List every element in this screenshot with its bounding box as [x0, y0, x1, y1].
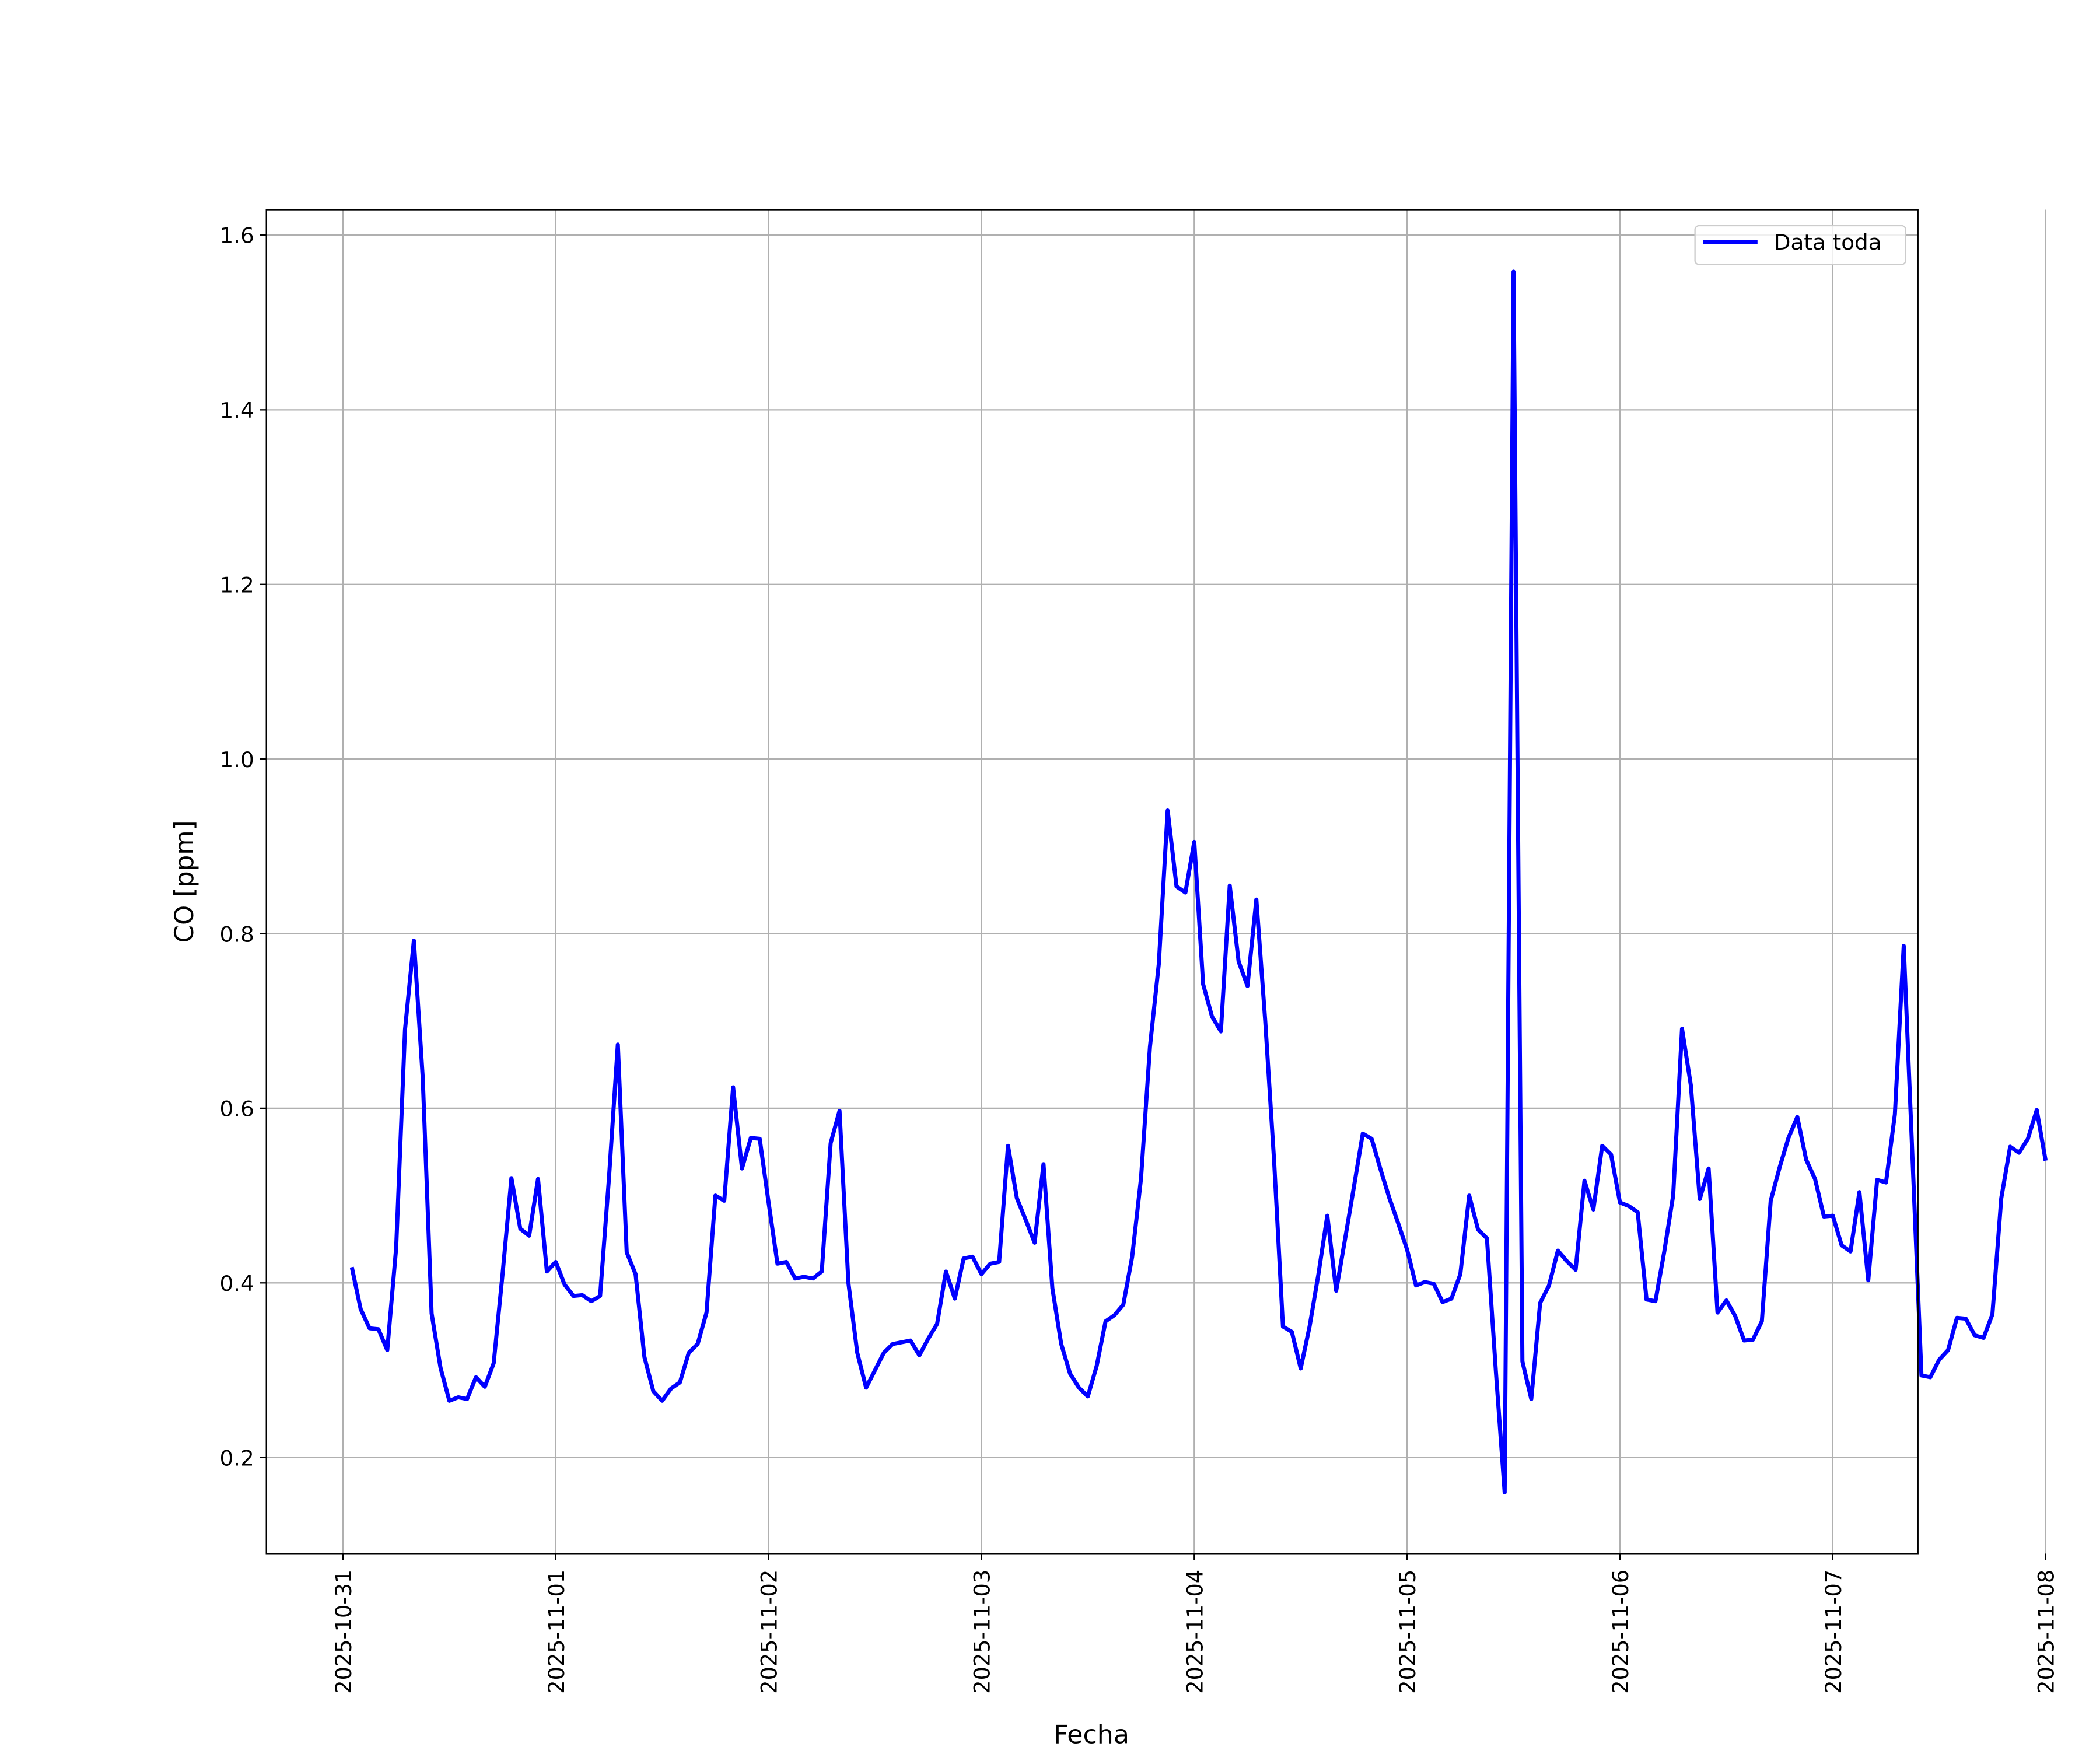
x-axis-label: Fecha [1054, 1720, 1129, 1750]
x-tick-label: 2025-11-03 [970, 1570, 995, 1694]
x-tick-label: 2025-11-04 [1182, 1570, 1208, 1694]
y-tick-label: 0.4 [219, 1271, 254, 1296]
axes-frame [265, 209, 1919, 1555]
y-tick-label: 1.4 [219, 398, 254, 423]
x-tick-label: 2025-11-02 [757, 1570, 782, 1694]
x-tick-label: 2025-10-31 [331, 1570, 356, 1694]
y-tick-label: 1.0 [219, 747, 254, 772]
y-axis-label: CO [ppm] [170, 820, 200, 943]
x-tick-label: 2025-11-05 [1395, 1570, 1420, 1694]
y-tick-label: 0.2 [219, 1446, 254, 1471]
legend-box [1694, 225, 1906, 265]
x-tick-label: 2025-11-07 [1821, 1570, 1846, 1694]
x-tick-label: 2025-11-08 [2034, 1570, 2059, 1694]
y-tick-label: 1.2 [219, 573, 254, 598]
y-tick-label: 0.8 [219, 922, 254, 947]
y-tick-label: 0.6 [219, 1097, 254, 1122]
legend-label: Data toda [1774, 230, 1882, 256]
y-tick-label: 1.6 [219, 223, 254, 249]
x-tick-label: 2025-11-01 [544, 1570, 569, 1694]
x-tick-label: 2025-11-06 [1608, 1570, 1633, 1694]
data-line [349, 270, 2048, 1494]
